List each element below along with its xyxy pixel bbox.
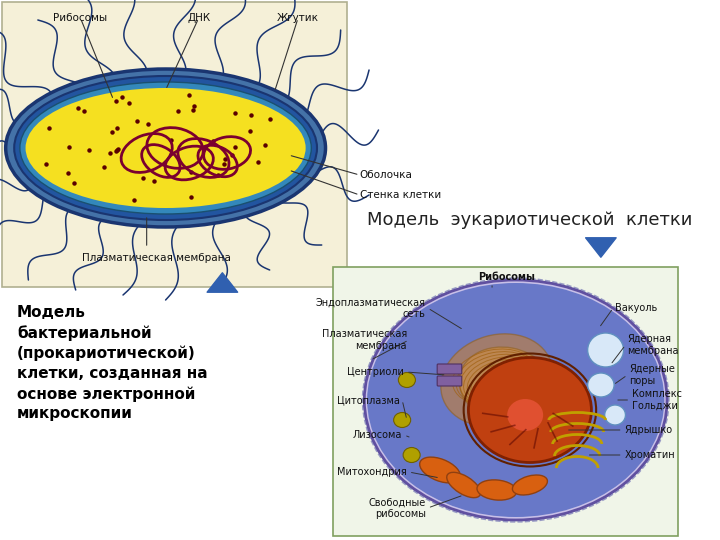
- Text: Вакуоль: Вакуоль: [615, 303, 657, 313]
- Text: Плазматическая
мембрана: Плазматическая мембрана: [322, 329, 407, 351]
- Text: Ядерная
мембрана: Ядерная мембрана: [627, 334, 679, 356]
- Text: Стенка клетки: Стенка клетки: [359, 190, 441, 200]
- FancyBboxPatch shape: [2, 2, 347, 287]
- Text: Митохондрия: Митохондрия: [337, 467, 407, 477]
- Text: Лизосома: Лизосома: [353, 430, 402, 440]
- FancyArrowPatch shape: [585, 238, 616, 257]
- FancyArrowPatch shape: [207, 273, 238, 292]
- Text: Модель  эукариотической  клетки: Модель эукариотической клетки: [367, 211, 693, 229]
- Text: Рибосомы: Рибосомы: [478, 272, 535, 282]
- Ellipse shape: [469, 357, 591, 462]
- Text: Жгутик: Жгутик: [277, 13, 319, 23]
- Ellipse shape: [394, 413, 410, 428]
- Ellipse shape: [446, 472, 481, 498]
- Ellipse shape: [605, 405, 626, 425]
- Ellipse shape: [507, 399, 543, 431]
- Text: Модель
бактериальной
(прокариотической)
клетки, созданная на
основе электронной
: Модель бактериальной (прокариотической) …: [17, 305, 207, 421]
- Text: Цитоплазма: Цитоплазма: [338, 395, 400, 405]
- Ellipse shape: [403, 448, 420, 462]
- Ellipse shape: [441, 334, 553, 426]
- Ellipse shape: [588, 373, 614, 397]
- Text: Свободные
рибосомы: Свободные рибосомы: [369, 497, 426, 519]
- Ellipse shape: [14, 76, 317, 220]
- Ellipse shape: [25, 88, 306, 208]
- Ellipse shape: [513, 475, 547, 495]
- Text: Центриоли: Центриоли: [347, 367, 404, 377]
- Text: Ядрышко: Ядрышко: [624, 425, 672, 435]
- Ellipse shape: [588, 333, 624, 367]
- Ellipse shape: [420, 457, 460, 483]
- Text: Хроматин: Хроматин: [624, 450, 675, 460]
- Ellipse shape: [477, 480, 517, 500]
- Text: Рибосомы: Рибосомы: [53, 13, 107, 23]
- Ellipse shape: [20, 82, 311, 214]
- Text: Плазматическая мембрана: Плазматическая мембрана: [81, 253, 230, 263]
- FancyBboxPatch shape: [437, 376, 462, 386]
- Ellipse shape: [364, 280, 667, 520]
- Text: Эндоплазматическая
сеть: Эндоплазматическая сеть: [316, 297, 426, 319]
- Text: Ядерные
поры: Ядерные поры: [629, 364, 675, 386]
- Ellipse shape: [6, 69, 325, 227]
- Ellipse shape: [398, 373, 415, 388]
- Text: ДНК: ДНК: [187, 13, 210, 23]
- FancyBboxPatch shape: [333, 267, 678, 536]
- Text: Оболочка: Оболочка: [359, 170, 413, 180]
- Ellipse shape: [459, 347, 553, 423]
- FancyBboxPatch shape: [437, 364, 462, 374]
- Ellipse shape: [367, 283, 665, 517]
- Text: Комплекс
Гольджи: Комплекс Гольджи: [632, 389, 682, 411]
